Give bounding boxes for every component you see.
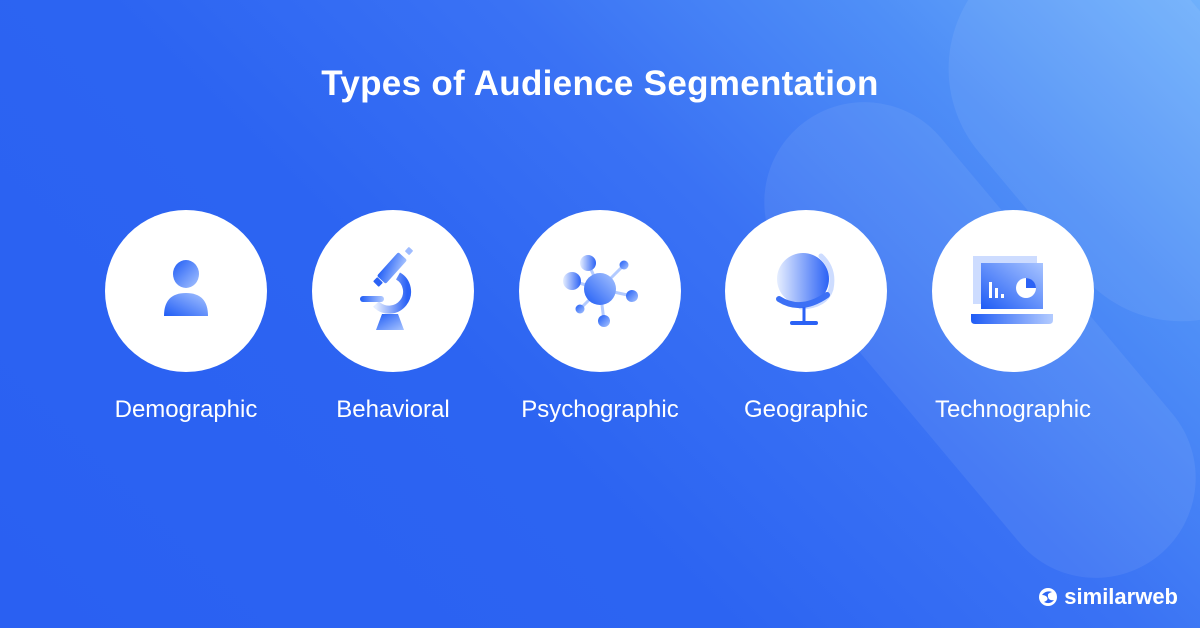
similarweb-logo: similarweb xyxy=(1038,584,1178,610)
similarweb-logo-icon xyxy=(1039,588,1058,606)
segment-behavioral: Behavioral xyxy=(293,210,493,424)
segment-label: Psychographic xyxy=(521,396,679,423)
icon-circle xyxy=(519,210,681,372)
segment-label: Geographic xyxy=(743,396,869,423)
person-icon xyxy=(164,260,208,316)
segment-technographic: Technographic xyxy=(913,210,1113,424)
segment-geographic: Geographic xyxy=(706,210,906,424)
segment-label: Demographic xyxy=(114,396,258,423)
globe-icon xyxy=(776,253,835,325)
icon-circle xyxy=(725,210,887,372)
segment-label: Behavioral xyxy=(336,396,450,423)
segment-psychographic: Psychographic xyxy=(500,210,700,424)
brand-name: similarweb xyxy=(1064,584,1178,609)
segment-label: Technographic xyxy=(934,396,1092,423)
icon-circle xyxy=(312,210,474,372)
molecule-icon xyxy=(563,255,638,327)
microscope-icon xyxy=(360,247,413,330)
icon-circle xyxy=(105,210,267,372)
laptop-chart-icon xyxy=(971,256,1053,324)
icon-circle xyxy=(932,210,1094,372)
page-title: Types of Audience Segmentation xyxy=(321,64,879,103)
segment-demographic: Demographic xyxy=(86,210,286,424)
